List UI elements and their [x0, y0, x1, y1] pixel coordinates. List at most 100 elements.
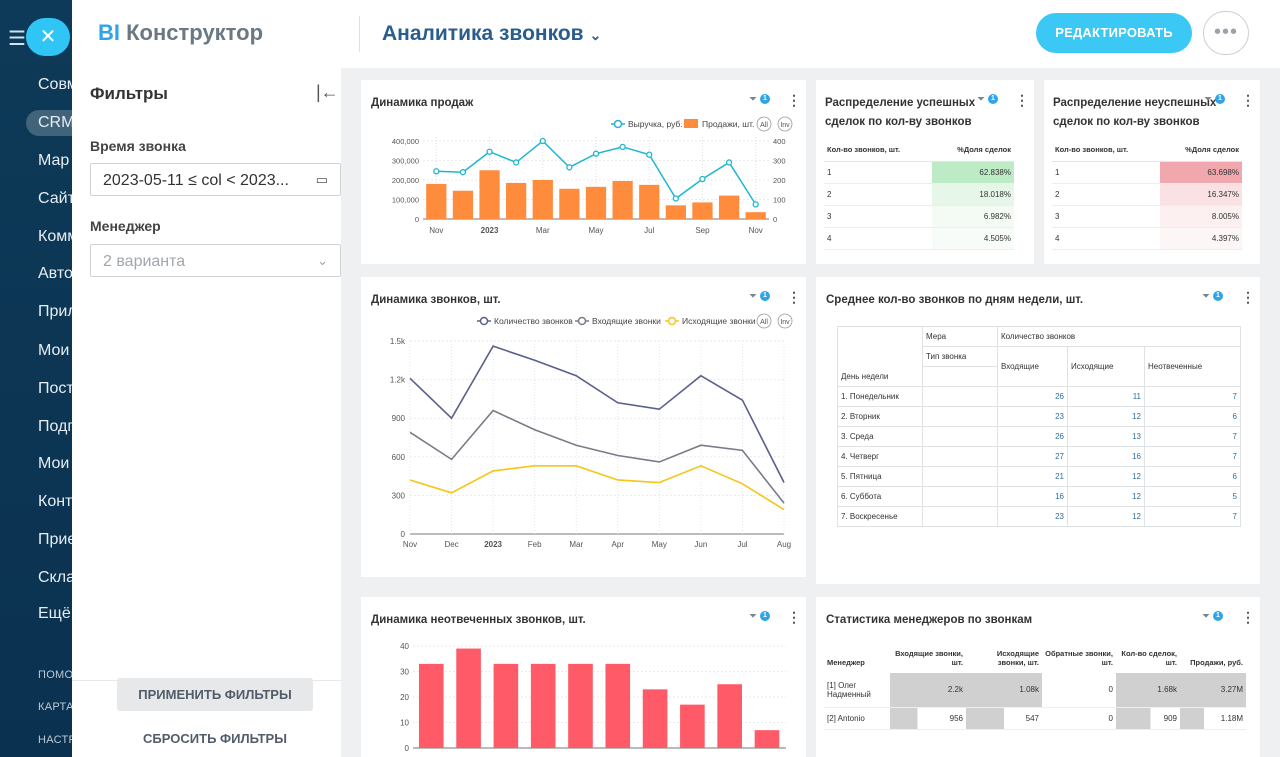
nav-item-7[interactable]: Прил — [38, 303, 72, 320]
nav-item-11[interactable]: Мои — [38, 455, 70, 472]
nav-item-crm[interactable]: CRM — [38, 114, 72, 131]
x-tick-label: Dec — [444, 540, 458, 549]
missed-bar — [642, 689, 668, 748]
table-row: 2. Вторник 23 12 6 — [837, 406, 1241, 427]
nav-item-more[interactable]: Ещё — [38, 605, 71, 622]
nav-item-12[interactable]: Конт — [38, 493, 72, 510]
x-tick-label: May — [652, 540, 667, 549]
legend-sales-marker — [684, 119, 698, 128]
menu-icon[interactable]: ☰ — [8, 28, 26, 50]
nav-footer-settings[interactable]: НАСТР — [38, 734, 72, 746]
legend-marker-dot — [479, 316, 489, 326]
nav-item-10[interactable]: Подп — [38, 418, 72, 435]
filter-icon[interactable]: ⏷ 1 — [977, 94, 1003, 110]
table-row: 5. Пятница 21 12 6 — [837, 466, 1241, 487]
panel-calls-dynamics: Динамика звонков, шт. ⏷ 1 ⋮ Количество зв… — [361, 277, 806, 577]
x-tick-label: Aug — [777, 540, 791, 549]
panel-fail-distribution: Распределение неуспешных сделок по кол-ву… — [1044, 80, 1260, 264]
y-tick-label: 10 — [400, 719, 409, 728]
filters-title: Фильтры — [90, 84, 168, 103]
call-time-input[interactable]: 2023-05-11 ≤ col < 2023... ▭ — [90, 163, 341, 196]
y-left-tick-label: 100,000 — [392, 196, 419, 205]
nav-active-pill — [26, 110, 72, 136]
table-row: 2 18.018% — [824, 183, 1014, 205]
x-tick-label: Jul — [644, 226, 654, 235]
filter-icon[interactable]: ⏷ 1 — [1202, 291, 1228, 307]
close-slider-button[interactable]: ✕ — [26, 18, 70, 56]
dashboard-title-dropdown[interactable]: Аналитика звонков ⌄ — [382, 22, 602, 45]
left-navigation: ☰ Совм CRM Мар Сайт Комм Авто Прил Мои П… — [0, 0, 72, 757]
missed-bar — [493, 663, 519, 748]
panel-title: Распределение неуспешных сделок по кол-ву… — [1053, 97, 1217, 128]
sales-bar — [665, 205, 686, 219]
edit-button[interactable]: РЕДАКТИРОВАТЬ — [1036, 13, 1192, 53]
table-row: [2] Antonio 956 547 0 909 1.18M — [824, 707, 1246, 730]
sales-bar — [452, 190, 474, 219]
nav-item-5[interactable]: Комм — [38, 228, 72, 245]
y-tick-label: 1.2k — [390, 376, 406, 385]
filter-icon[interactable]: ⏷ 1 — [749, 291, 775, 307]
fail-table: Кол-во звонков, шт. %Доля сделок 1 63.698%… — [1052, 139, 1242, 250]
kebab-menu-icon[interactable]: ⋮ — [1241, 92, 1255, 108]
panel-title: Распределение успешных сделок по кол-ву з… — [825, 97, 976, 128]
header-divider — [359, 16, 360, 52]
kebab-menu-icon[interactable]: ⋮ — [1241, 609, 1255, 625]
y-left-tick-label: 400,000 — [392, 137, 419, 146]
nav-item-4[interactable]: Сайт — [38, 190, 72, 207]
filter-icon[interactable]: ⏷ 1 — [749, 611, 775, 627]
filter-icon[interactable]: ⏷ 1 — [1202, 611, 1228, 627]
nav-item-1[interactable]: Совм — [38, 76, 72, 93]
col-header: Кол-во звонков, шт. — [1052, 139, 1161, 162]
panel-missed-calls: Динамика неотвеченных звонков, шт. ⏷ 1 ⋮ … — [361, 597, 806, 757]
filter-icon[interactable]: ⏷ 1 — [1204, 94, 1230, 110]
nav-item-8[interactable]: Мои — [38, 342, 70, 359]
table-row: 1 63.698% — [1052, 161, 1242, 183]
revenue-point — [486, 148, 493, 155]
nav-item-9[interactable]: Пост — [38, 380, 72, 397]
x-tick-label: Nov — [429, 226, 443, 235]
table-row: 2 16.347% — [1052, 183, 1242, 205]
x-tick-label: Jul — [737, 540, 747, 549]
series-line — [409, 409, 785, 504]
panel-weekday-average: Среднее кол-во звонков по дням недели, ш… — [816, 277, 1260, 584]
missed-bar — [680, 704, 705, 748]
kebab-menu-icon[interactable]: ⋮ — [1015, 92, 1029, 108]
table-row: 4. Четверг 27 16 7 — [837, 446, 1241, 467]
legend-label: Количество звонков — [494, 316, 573, 326]
calendar-icon: ▭ — [315, 172, 328, 187]
more-button[interactable]: ••• — [1203, 11, 1249, 55]
collapse-sidebar-icon[interactable]: |← — [316, 82, 339, 102]
nav-footer-help[interactable]: ПОМО — [38, 669, 72, 681]
legend-all-label: All — [760, 319, 768, 326]
x-tick-label: 2023 — [484, 540, 502, 549]
filters-sidebar: Фильтры |← Время звонка 2023-05-11 ≤ col… — [72, 68, 341, 757]
legend-inv-label: Inv — [780, 319, 790, 326]
missed-bar — [605, 663, 631, 748]
nav-item-13[interactable]: Прие — [38, 531, 72, 548]
nav-footer-map[interactable]: КАРТА — [38, 701, 72, 713]
y-tick-label: 300 — [392, 491, 406, 500]
nav-item-3[interactable]: Мар — [38, 152, 70, 169]
legend-revenue-marker-dot — [613, 119, 623, 129]
nav-item-14[interactable]: Скла — [38, 569, 72, 586]
y-right-tick-label: 200 — [773, 176, 786, 185]
table-row: 1 62.838% — [824, 161, 1014, 183]
sales-bar — [692, 202, 713, 219]
missed-bar — [418, 663, 444, 748]
legend-marker-dot — [577, 316, 587, 326]
legend-sales-label: Продажи, шт. — [702, 119, 754, 129]
nav-item-6[interactable]: Авто — [38, 265, 72, 282]
managers-table: Менеджер Входящие звонки, шт. Исходящие … — [824, 633, 1246, 730]
manager-select[interactable]: 2 варианта ⌄ — [90, 244, 341, 277]
kebab-menu-icon[interactable]: ⋮ — [1241, 289, 1255, 305]
apply-filters-button[interactable]: ПРИМЕНИТЬ ФИЛЬТРЫ — [117, 678, 313, 711]
legend-label: Входящие звонки — [592, 316, 661, 326]
filter-icon[interactable]: ⏷ 1 — [749, 94, 775, 110]
col-header: %Доля сделок — [932, 139, 1014, 162]
x-tick-label: Sep — [695, 226, 710, 235]
col-header: Кол-во звонков, шт. — [824, 139, 933, 162]
sales-bar — [479, 170, 500, 219]
reset-filters-button[interactable]: СБРОСИТЬ ФИЛЬТРЫ — [143, 731, 287, 746]
revenue-point — [646, 151, 653, 158]
missed-bar — [568, 663, 593, 748]
